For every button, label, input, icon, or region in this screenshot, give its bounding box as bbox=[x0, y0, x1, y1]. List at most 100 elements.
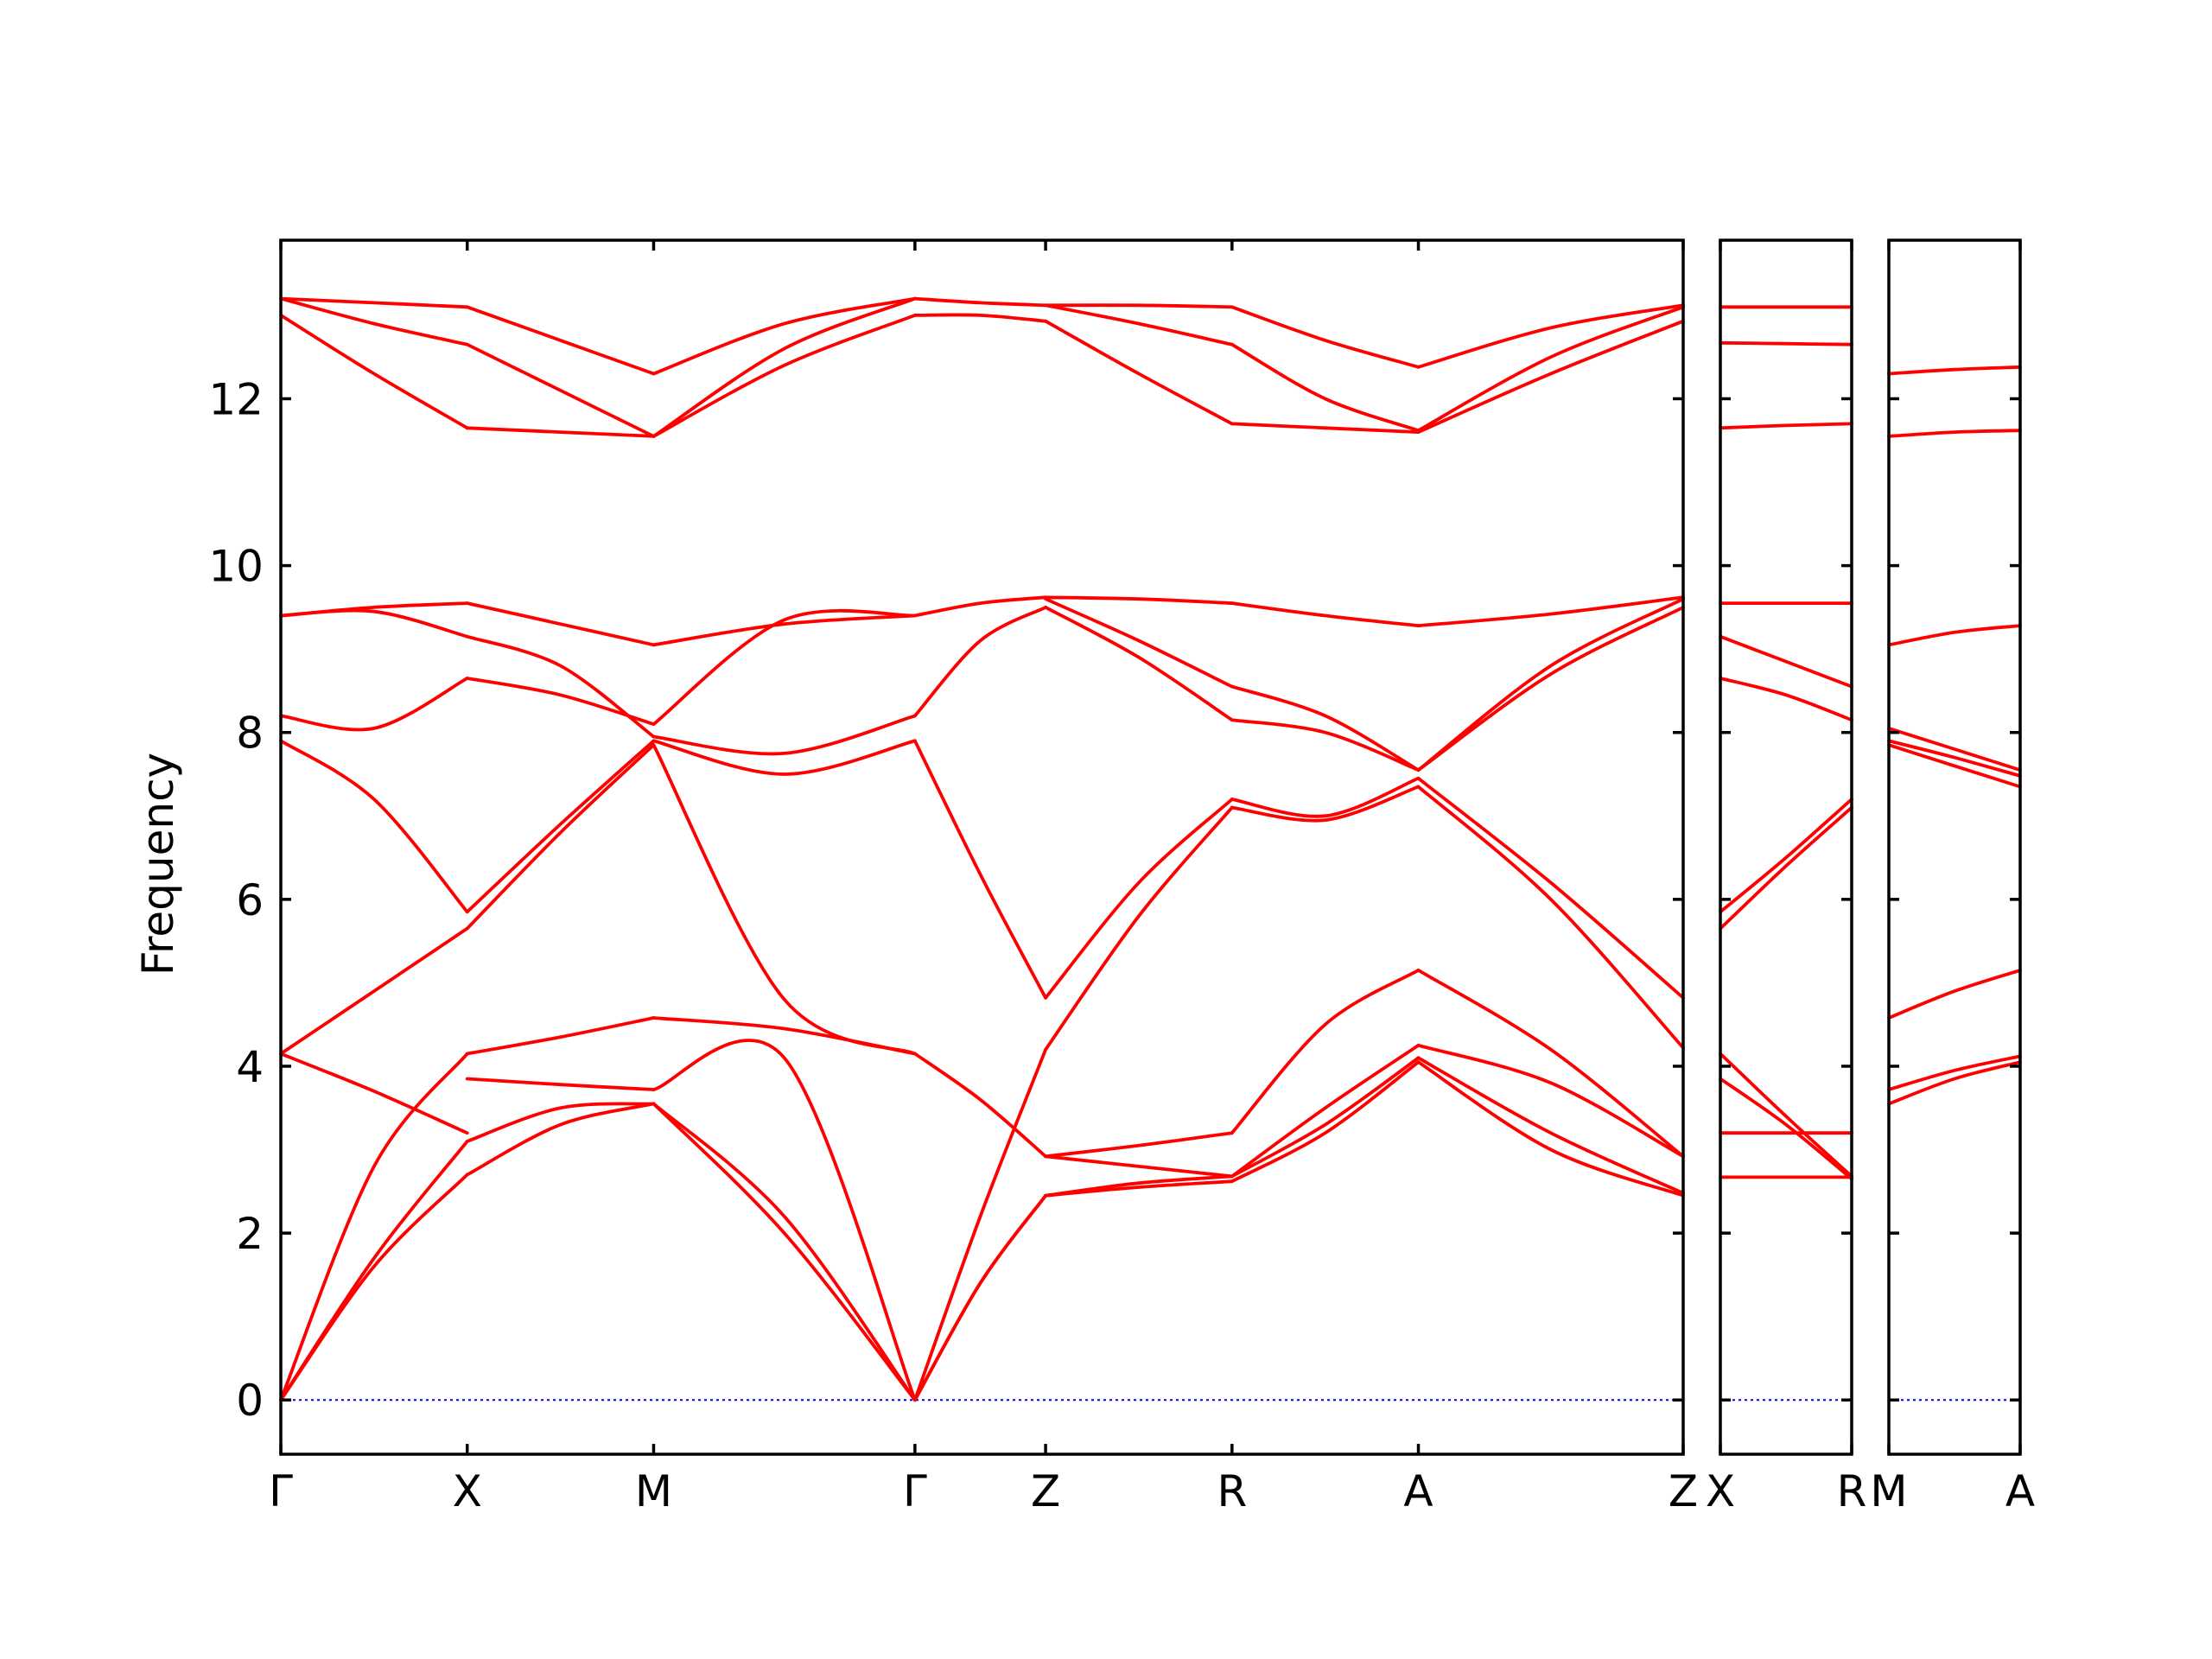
band-panel-main-seg2-3 bbox=[652, 1016, 917, 1056]
band-panel-main-seg6-10 bbox=[1416, 305, 1685, 433]
y-tick-label: 12 bbox=[208, 374, 264, 424]
y-axis-title: Frequency bbox=[133, 753, 183, 976]
band-panel-xr-seg0-3 bbox=[1719, 1052, 1853, 1179]
x-tick-label: R bbox=[1217, 1466, 1247, 1516]
band-panel-main-seg1-8 bbox=[465, 601, 656, 647]
band-panel-main-seg2-8 bbox=[652, 613, 917, 647]
band-panel-main-seg0-10 bbox=[279, 296, 469, 346]
band-panel-ma-seg0-0 bbox=[1887, 1060, 2022, 1106]
band-panel-main-seg3-2 bbox=[913, 1047, 1047, 1402]
band-panel-main-seg1-3 bbox=[465, 1016, 656, 1056]
band-panel-ma-seg0-4 bbox=[1887, 739, 2022, 778]
band-panel-xr-seg0-2 bbox=[1719, 1077, 1853, 1181]
band-panel-main-seg4-10 bbox=[1044, 303, 1234, 346]
y-tick-label: 4 bbox=[236, 1042, 264, 1092]
y-tick-label: 6 bbox=[236, 875, 264, 925]
band-panel-ma-seg0-1 bbox=[1887, 1054, 2022, 1091]
band-panel-main-seg2-4 bbox=[652, 743, 917, 1056]
band-panel-main-seg6-8 bbox=[1416, 595, 1685, 627]
band-panel-main-seg5-11 bbox=[1230, 305, 1421, 369]
band-panel-main-seg6-7 bbox=[1416, 597, 1685, 772]
y-tick-label: 0 bbox=[236, 1376, 264, 1426]
band-panel-main-seg4-4 bbox=[1044, 805, 1234, 1052]
band-panel-ma-seg0-2 bbox=[1887, 969, 2022, 1020]
band-panel-main-seg5-5 bbox=[1230, 776, 1421, 818]
band-panel-main-seg6-5 bbox=[1416, 776, 1685, 1000]
band-panel-main-seg6-2 bbox=[1416, 1043, 1685, 1159]
band-panel-main-seg1-10 bbox=[465, 342, 656, 438]
band-panel-main-seg6-4 bbox=[1416, 785, 1685, 1050]
band-panel-main-seg6-0 bbox=[1416, 1060, 1685, 1198]
band-panel-main-seg2-7 bbox=[652, 608, 917, 726]
band-panel-main-seg3-3 bbox=[913, 1052, 1047, 1159]
band-panel-main-seg1-1 bbox=[465, 1102, 656, 1143]
band-panel-main-seg3-7 bbox=[913, 313, 1047, 323]
band-panel-main-seg5-4 bbox=[1230, 785, 1421, 823]
band-panel-main-seg2-10 bbox=[652, 296, 917, 438]
band-panel-main-seg6-9 bbox=[1416, 319, 1685, 434]
plot-frame bbox=[1887, 238, 2022, 1456]
band-panel-main-seg2-1 bbox=[652, 1102, 917, 1402]
band-panel-main-seg6-3 bbox=[1416, 969, 1685, 1159]
band-panel-main-seg0-1 bbox=[279, 1140, 469, 1402]
band-panel-main-seg4-11 bbox=[1044, 303, 1234, 309]
band-panel-main-seg2-11 bbox=[652, 296, 917, 376]
band-panel-main-seg0-3 bbox=[279, 1052, 469, 1135]
band-panel-main-seg1-4 bbox=[465, 743, 656, 931]
band-panel-main-seg1-2 bbox=[465, 1077, 656, 1091]
band-panel-main-seg4-2 bbox=[1044, 1154, 1234, 1179]
band-panel-xr-seg0-10 bbox=[1719, 340, 1853, 346]
band-panel-main-seg5-0 bbox=[1230, 1060, 1421, 1184]
band-panel-main-seg5-10 bbox=[1230, 342, 1421, 433]
panel-main: 0 2 4 6 8 10 12 Γ X M Γ Z R A Z bbox=[208, 238, 1698, 1516]
band-panel-main-seg2-2 bbox=[652, 1039, 917, 1402]
band-panel-main-seg6-6 bbox=[1416, 606, 1685, 772]
band-panel-main-seg2-9 bbox=[652, 314, 917, 438]
band-panel-main-seg5-2 bbox=[1230, 1043, 1421, 1179]
band-panel-main-seg4-9 bbox=[1044, 319, 1234, 426]
band-panel-main-seg0-8 bbox=[279, 601, 469, 618]
band-panel-main-seg4-7 bbox=[1044, 597, 1234, 689]
x-tick-label: X bbox=[453, 1466, 482, 1516]
x-tick-label: Γ bbox=[269, 1466, 293, 1516]
x-tick-label: Z bbox=[1031, 1466, 1060, 1516]
plot-frame bbox=[279, 238, 1685, 1456]
band-panel-main-seg3-5 bbox=[913, 606, 1047, 718]
band-panel-main-seg5-7 bbox=[1230, 684, 1421, 772]
band-panel-main-seg2-5 bbox=[652, 739, 917, 776]
band-panel-main-seg2-6 bbox=[652, 714, 917, 756]
band-panel-ma-seg0-6 bbox=[1887, 624, 2022, 647]
band-panel-main-seg3-6 bbox=[913, 595, 1047, 618]
band-panel-main-seg0-4 bbox=[279, 926, 469, 1056]
y-tick-label: 2 bbox=[236, 1209, 264, 1259]
band-panel-main-seg0-0 bbox=[279, 1173, 469, 1402]
band-panel-main-seg3-1 bbox=[913, 1193, 1047, 1402]
band-panel-main-seg5-3 bbox=[1230, 969, 1421, 1135]
x-tick-label: A bbox=[1403, 1466, 1433, 1516]
y-tick-label: 8 bbox=[236, 709, 264, 759]
band-panel-main-seg4-8 bbox=[1044, 595, 1234, 605]
band-panel-main-seg5-9 bbox=[1230, 422, 1421, 434]
x-tick-label: Z bbox=[1669, 1466, 1698, 1516]
x-tick-label: X bbox=[1706, 1466, 1735, 1516]
plot-frame bbox=[1719, 238, 1853, 1456]
band-panel-main-seg1-9 bbox=[465, 426, 656, 438]
band-panel-main-seg5-8 bbox=[1230, 601, 1421, 627]
x-tick-label: M bbox=[635, 1466, 672, 1516]
band-panel-main-seg3-0 bbox=[913, 1193, 1047, 1402]
band-panel-main-seg1-6 bbox=[465, 677, 656, 726]
band-panel-xr-seg0-5 bbox=[1719, 798, 1853, 914]
band-panel-main-seg0-5 bbox=[279, 739, 469, 914]
band-panel-main-seg1-0 bbox=[465, 1102, 656, 1177]
band-panel-main-seg0-9 bbox=[279, 314, 469, 430]
band-panel-ma-seg0-7 bbox=[1887, 429, 2022, 438]
band-panel-main-seg4-6 bbox=[1044, 606, 1234, 722]
band-panel-ma-seg0-3 bbox=[1887, 743, 2022, 789]
y-tick-label: 10 bbox=[208, 542, 264, 592]
band-panel-xr-seg0-6 bbox=[1719, 677, 1853, 722]
band-panel-main-seg0-6 bbox=[279, 677, 469, 732]
